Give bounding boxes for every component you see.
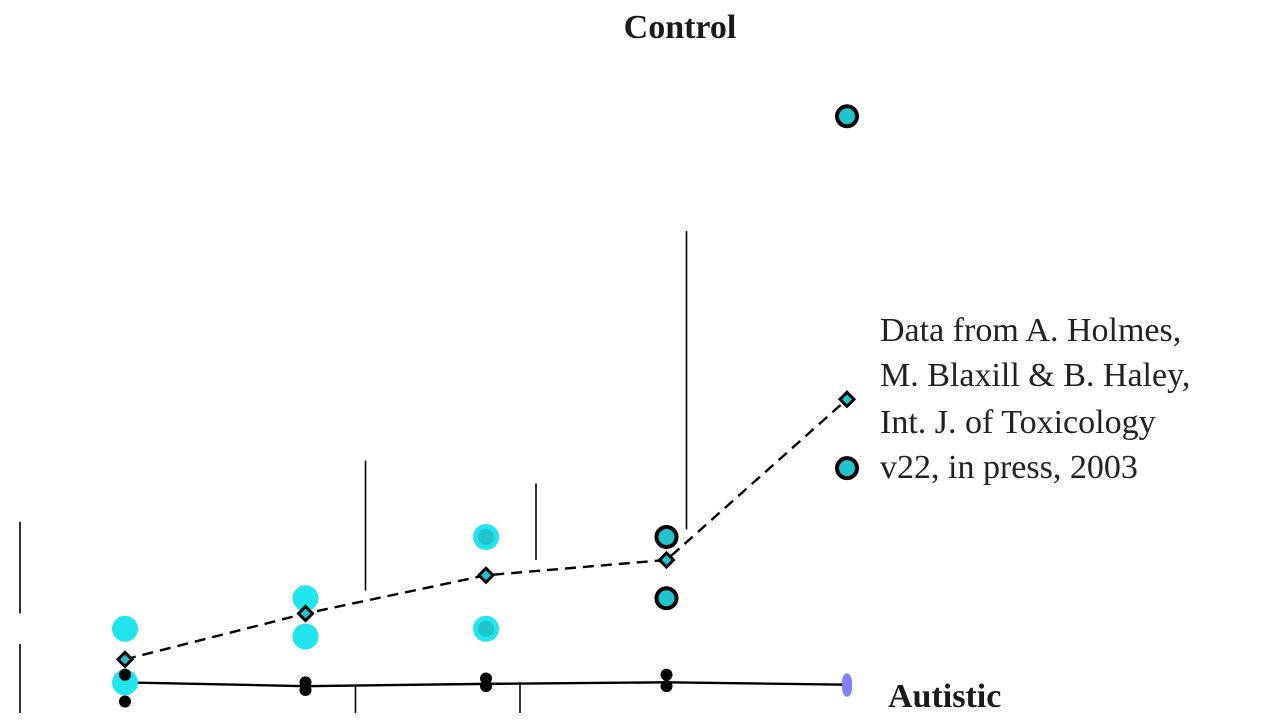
autistic-point <box>660 680 673 693</box>
autistic-point <box>299 684 312 696</box>
autistic-point <box>119 695 131 708</box>
source-annotation-line-1: Data from A. Holmes, <box>880 312 1181 349</box>
control-point <box>835 104 859 129</box>
control-mean-marker <box>657 550 676 570</box>
mean-markers <box>115 390 857 669</box>
control-point <box>112 615 138 642</box>
autistic-point <box>842 678 852 697</box>
control-point <box>292 623 319 650</box>
autistic-point <box>480 680 492 693</box>
control-mean-marker <box>476 566 496 585</box>
control-mean-marker <box>115 650 135 669</box>
control-point <box>112 669 138 696</box>
control-point <box>292 585 319 612</box>
source-annotation-line-2: M. Blaxill & B. Haley, <box>880 357 1190 394</box>
control-series-label: Control <box>624 9 737 46</box>
control-point <box>654 586 679 611</box>
control-mean-marker <box>296 604 315 623</box>
source-annotation-line-4: v22, in press, 2003 <box>880 449 1138 486</box>
control-point-core <box>478 620 494 637</box>
autistic-point <box>119 668 131 681</box>
control-point-core <box>478 529 494 545</box>
control-mean-marker <box>837 390 857 409</box>
range-bars <box>19 231 688 713</box>
data-points <box>112 104 859 708</box>
control-point <box>654 525 679 549</box>
control-point <box>835 456 859 481</box>
autistic-series-label: Autistic <box>888 678 1001 715</box>
source-annotation-line-3: Int. J. of Toxicology <box>880 404 1156 441</box>
autistic-point <box>660 668 673 681</box>
